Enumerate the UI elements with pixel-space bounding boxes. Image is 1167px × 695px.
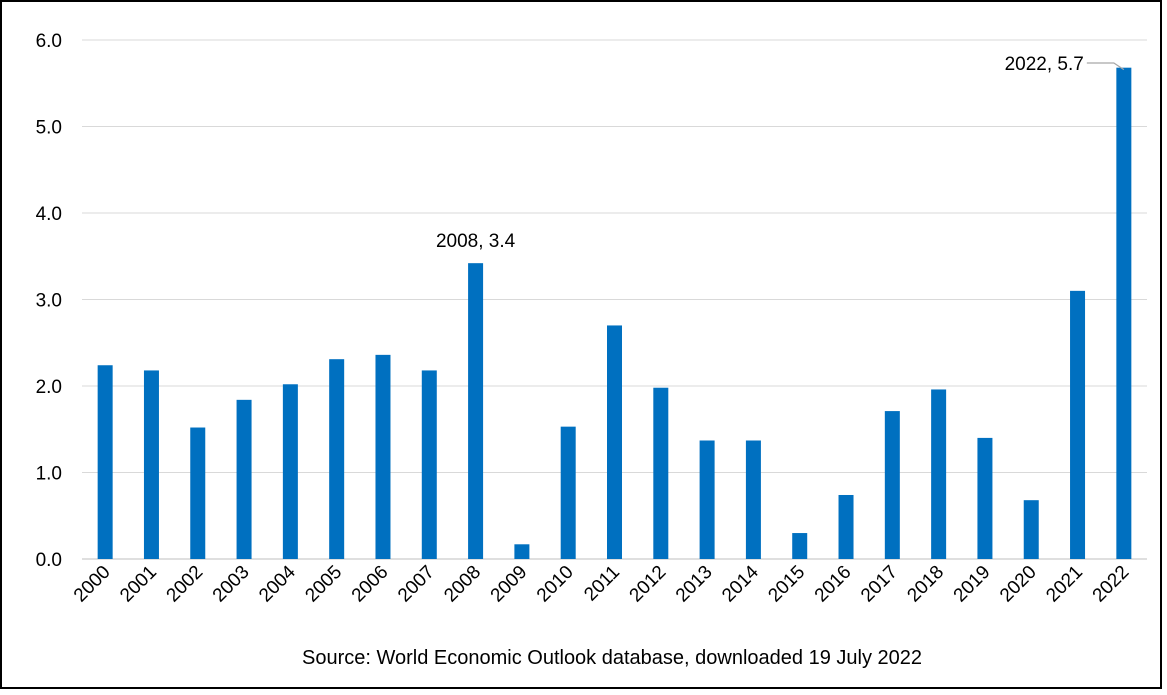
x-tick-label: 2008 [440,562,485,607]
y-axis-tick-labels: 0.0 1.0 2.0 3.0 4.0 5.0 6.0 [36,31,62,571]
x-tick-label: 2001 [116,562,161,607]
x-tick-label: 2018 [903,562,948,607]
leader-line [1086,62,1125,71]
bar-2016 [838,494,854,559]
x-tick-label: 2006 [348,562,393,607]
bar-2001 [143,370,159,559]
x-tick-label: 2014 [718,561,763,606]
x-axis-tick-labels: 2000 2001 2002 2003 2004 2005 2006 2007 2008 2009… [70,561,1133,606]
x-tick-label: 2017 [857,562,902,607]
bar-2011 [607,325,622,559]
data-label-2008: 2008, 3.4 [436,231,516,252]
bar-2008 [468,263,484,559]
x-tick-label: 2005 [301,562,346,607]
x-tick-label: 2002 [163,562,208,607]
x-tick-label: 2011 [580,562,624,606]
bar-2015 [792,533,808,559]
bar-2018 [931,389,947,559]
x-tick-label: 2022 [1089,562,1134,607]
x-tick-label: 2012 [626,562,671,607]
y-tick-label: 4.0 [36,204,62,225]
x-tick-label: 2019 [950,562,995,607]
x-tick-label: 2004 [255,561,300,606]
x-tick-label: 2010 [533,562,578,607]
y-tick-label: 6.0 [36,31,62,52]
bar-2010 [560,426,576,559]
bar-2021 [1070,290,1086,559]
y-tick-label: 0.0 [36,550,62,571]
bar-2002 [190,427,206,559]
x-tick-label: 2003 [209,562,254,607]
x-tick-label: 2020 [996,562,1041,607]
bar-2003 [236,399,252,559]
bar-2004 [282,384,298,559]
y-tick-label: 2.0 [36,377,62,398]
bar-2009 [514,544,530,559]
bar-2007 [421,370,437,559]
x-tick-label: 2016 [811,562,856,607]
bar-2017 [884,411,900,559]
bar-2013 [699,440,715,559]
data-label-2022: 2022, 5.7 [1005,54,1084,75]
bar-2014 [745,440,761,559]
y-tick-label: 1.0 [36,464,62,485]
x-tick-label: 2007 [394,562,439,607]
bars [97,67,1132,560]
x-tick-label: 2000 [70,562,115,607]
x-tick-label: 2015 [765,562,810,607]
bar-2005 [329,359,345,559]
x-tick-label: 2021 [1042,562,1087,607]
y-tick-label: 3.0 [36,291,62,312]
x-tick-label: 2009 [487,562,532,607]
bar-2012 [653,387,669,559]
y-tick-label: 5.0 [36,118,62,139]
annotations: 2008, 3.4 2022, 5.7 [436,54,1125,252]
bar-2006 [375,354,391,559]
bar-2020 [1023,500,1039,559]
x-tick-label: 2013 [672,562,717,607]
bar-2022 [1116,67,1132,560]
bar-2000 [97,365,113,559]
bar-2019 [977,437,993,559]
source-caption: Source: World Economic Outlook database,… [302,647,922,669]
